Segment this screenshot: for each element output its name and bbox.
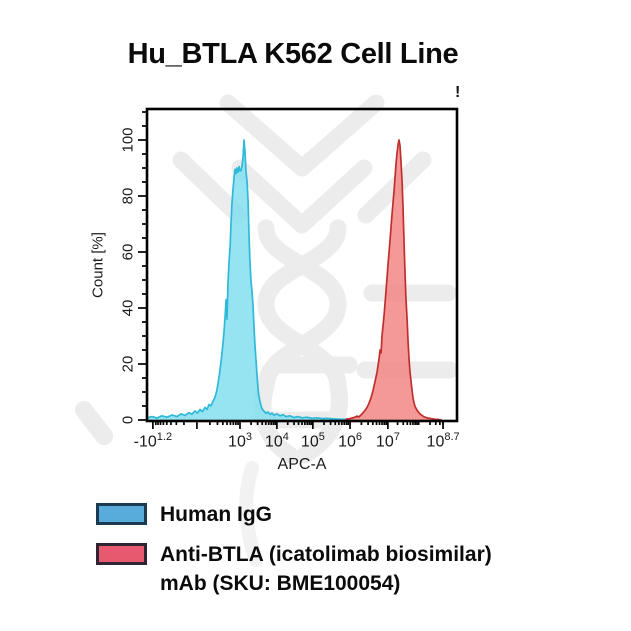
histogram-outline-1 (345, 139, 442, 421)
x-tick-label: 105 (300, 431, 325, 451)
x-tick-label: 106 (338, 431, 363, 451)
legend-swatch-red (96, 543, 147, 565)
x-tick-label: 104 (264, 431, 289, 451)
histogram-fill-0 (147, 140, 351, 420)
y-tick-label: 100 (120, 127, 137, 152)
legend-label-line1: Anti-BTLA (icatolimab biosimilar) (160, 543, 492, 566)
x-tick-label: 103 (228, 431, 252, 451)
x-tick-label: 107 (375, 431, 400, 451)
x-axis-title: APC-A (277, 456, 327, 473)
histogram-outline-0 (146, 139, 351, 421)
legend-item-anti-btla: Anti-BTLA (icatolimab biosimilar) mAb (S… (96, 540, 492, 598)
y-axis-labels: 0 20 40 60 80 100 Count [%] (90, 127, 137, 424)
axis-overflow-indicator: ! (455, 84, 461, 101)
histogram-fill-1 (345, 140, 442, 420)
legend-item-human-igg: Human IgG (96, 500, 492, 529)
legend-label-line2: mAb (SKU: BME100054) (160, 572, 401, 595)
y-tick-label: 60 (120, 244, 137, 261)
legend-label: Human IgG (160, 503, 273, 526)
y-tick-label: 80 (120, 188, 137, 205)
plot-frame-and-ticks (138, 107, 459, 429)
y-tick-label: 0 (120, 416, 137, 424)
x-tick-label: 108.7 (426, 431, 460, 451)
histogram-curves (146, 139, 442, 421)
y-tick-label: 20 (120, 356, 137, 373)
legend-swatch-blue (96, 503, 147, 525)
y-axis-title: Count [%] (90, 232, 107, 298)
y-tick-label: 40 (120, 300, 137, 317)
page-title: Hu_BTLA K562 Cell Line (127, 38, 459, 70)
legend: Human IgG Anti-BTLA (icatolimab biosimil… (96, 500, 492, 598)
x-tick-label: -101.2 (133, 431, 173, 451)
